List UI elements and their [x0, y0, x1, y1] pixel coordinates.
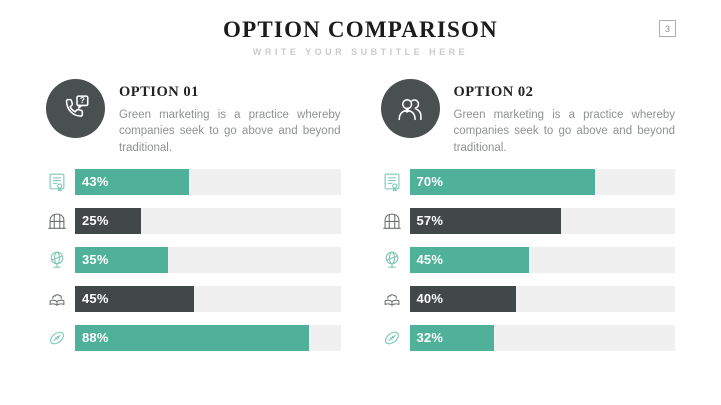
bar-value-label: 35%	[82, 252, 109, 268]
bar-fill: 57%	[409, 207, 561, 234]
bar-fill: 25%	[75, 207, 142, 234]
open-book-icon	[46, 288, 68, 310]
bar-fill: 70%	[409, 168, 596, 195]
bar-track: 43%	[75, 168, 341, 195]
globe-icon	[46, 249, 68, 271]
bar-fill: 45%	[409, 246, 529, 273]
bar-track: 88%	[75, 324, 341, 351]
bar-value-label: 32%	[416, 330, 444, 346]
bar-row: 35%	[46, 246, 341, 273]
certificate-icon	[381, 171, 403, 193]
greenhouse-icon	[46, 210, 68, 232]
bar-value-label: 43%	[82, 174, 109, 190]
greenhouse-icon	[381, 210, 403, 232]
rugby-ball-icon	[46, 327, 68, 349]
bar-track: 40%	[409, 285, 675, 312]
option-2-bars: 70% 57% 45%	[381, 168, 675, 351]
option-2-header: OPTION 02 Green marketing is a practice …	[380, 78, 676, 157]
bar-track: 57%	[409, 207, 675, 234]
option-2-avatar	[380, 78, 440, 138]
globe-icon	[381, 249, 403, 271]
page-number: 3	[664, 23, 670, 34]
bar-value-label: 70%	[416, 174, 444, 190]
bar-row: 32%	[381, 324, 675, 351]
bar-track: 32%	[409, 324, 675, 351]
bar-row: 88%	[46, 324, 341, 351]
slide-header: OPTION COMPARISON WRITE YOUR SUBTITLE HE…	[0, 0, 721, 57]
bar-value-label: 45%	[416, 252, 444, 268]
bar-fill: 32%	[409, 324, 495, 351]
option-1-description: Green marketing is a practice whereby co…	[119, 108, 341, 154]
bar-fill: 35%	[75, 246, 168, 273]
rugby-ball-icon	[381, 327, 403, 349]
bar-track: 45%	[75, 285, 341, 312]
bar-value-label: 88%	[82, 330, 109, 346]
bar-fill: 45%	[75, 285, 195, 312]
bar-value-label: 40%	[416, 291, 444, 307]
bar-row: 45%	[381, 246, 675, 273]
option-2-column: OPTION 02 Green marketing is a practice …	[380, 78, 676, 351]
two-users-icon	[393, 91, 427, 125]
option-1-avatar	[46, 78, 105, 138]
bar-row: 57%	[381, 207, 675, 234]
bar-value-label: 57%	[416, 213, 444, 229]
slide-subtitle: WRITE YOUR SUBTITLE HERE	[252, 46, 469, 57]
bar-row: 45%	[46, 285, 341, 312]
bar-track: 70%	[409, 168, 675, 195]
bar-value-label: 25%	[82, 213, 109, 229]
option-1-info: OPTION 01 Green marketing is a practice …	[119, 79, 341, 157]
certificate-icon	[46, 171, 68, 193]
bar-fill: 43%	[75, 168, 190, 195]
page-number-box: 3	[659, 20, 676, 37]
phone-question-icon	[59, 91, 93, 125]
bar-row: 43%	[46, 168, 341, 195]
option-1-column: OPTION 01 Green marketing is a practice …	[46, 78, 341, 351]
option-2-info: OPTION 02 Green marketing is a practice …	[454, 79, 676, 157]
open-book-icon	[381, 288, 403, 310]
option-1-title: OPTION 01	[119, 83, 199, 100]
bar-value-label: 45%	[82, 291, 109, 307]
option-1-bars: 43% 25% 35%	[46, 168, 341, 351]
bar-row: 40%	[381, 285, 675, 312]
bar-track: 45%	[409, 246, 675, 273]
comparison-columns: OPTION 01 Green marketing is a practice …	[0, 78, 721, 351]
option-1-header: OPTION 01 Green marketing is a practice …	[46, 78, 341, 157]
slide-title: OPTION COMPARISON	[223, 17, 498, 42]
bar-fill: 88%	[75, 324, 309, 351]
bar-fill: 40%	[409, 285, 516, 312]
bar-track: 25%	[75, 207, 341, 234]
bar-track: 35%	[75, 246, 341, 273]
bar-row: 25%	[46, 207, 341, 234]
option-2-title: OPTION 02	[453, 83, 534, 100]
option-2-description: Green marketing is a practice whereby co…	[453, 108, 676, 154]
bar-row: 70%	[381, 168, 675, 195]
